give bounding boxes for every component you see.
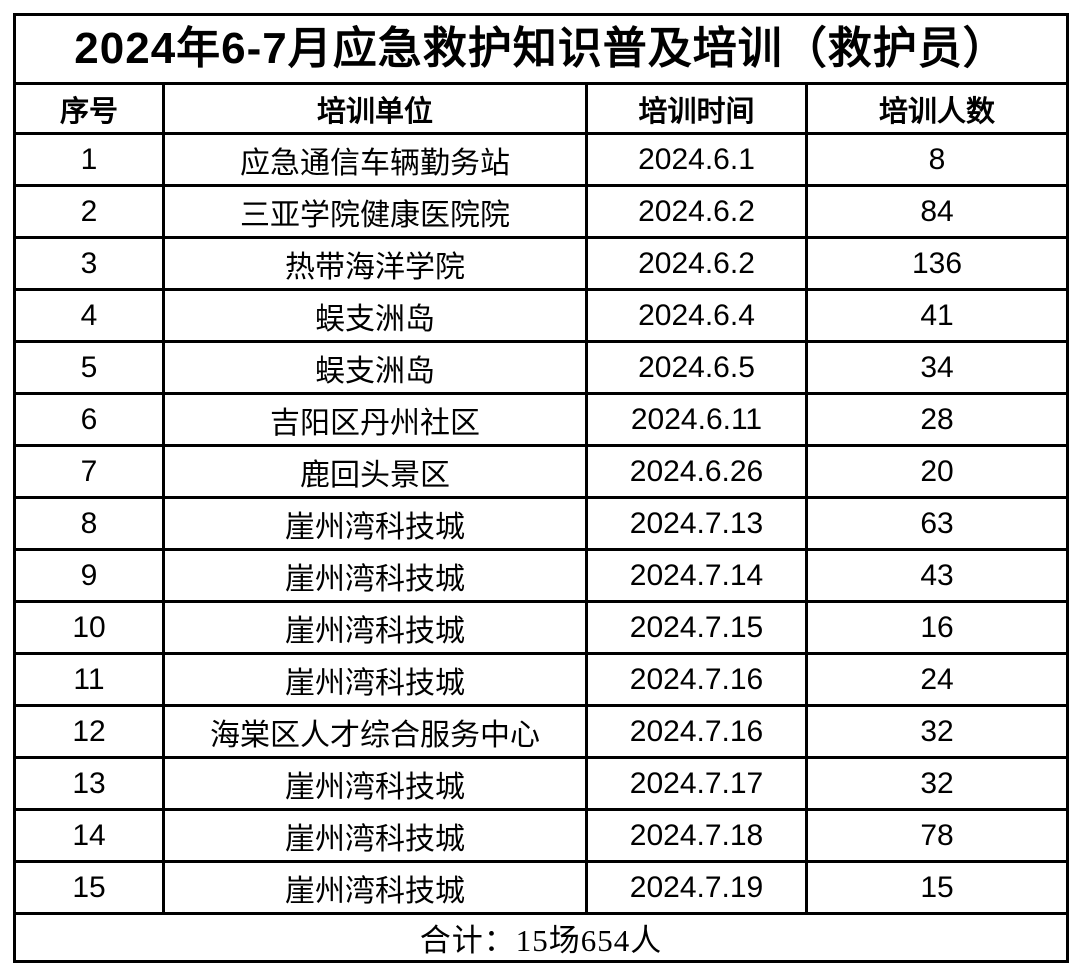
- cell-no: 2: [13, 184, 165, 239]
- cell-unit: 蜈支洲岛: [162, 340, 588, 395]
- table-footer-total: 合计：15场654人: [12, 912, 1070, 963]
- header-row: 序号 培训单位 培训时间 培训人数: [13, 82, 1070, 135]
- cell-unit: 海棠区人才综合服务中心: [162, 704, 588, 759]
- cell-date: 2024.6.1: [585, 132, 808, 187]
- cell-unit: 应急通信车辆勤务站: [162, 132, 588, 187]
- cell-no: 10: [13, 600, 165, 655]
- cell-date: 2024.6.11: [585, 392, 808, 447]
- table-row: 13 崖州湾科技城 2024.7.17 32: [13, 756, 1070, 811]
- table-row: 5 蜈支洲岛 2024.6.5 34: [13, 340, 1070, 395]
- cell-count: 32: [804, 756, 1070, 811]
- table-row: 12 海棠区人才综合服务中心 2024.7.16 32: [13, 704, 1070, 759]
- cell-date: 2024.7.19: [585, 860, 808, 915]
- cell-unit: 鹿回头景区: [162, 444, 588, 499]
- column-header-date: 培训时间: [585, 82, 808, 135]
- cell-count: 20: [804, 444, 1070, 499]
- cell-date: 2024.7.13: [585, 496, 808, 551]
- cell-date: 2024.6.4: [585, 288, 808, 343]
- cell-no: 5: [13, 340, 165, 395]
- cell-unit: 热带海洋学院: [162, 236, 588, 291]
- cell-count: 84: [804, 184, 1070, 239]
- cell-unit: 崖州湾科技城: [162, 600, 588, 655]
- column-header-unit: 培训单位: [162, 82, 588, 135]
- cell-count: 63: [804, 496, 1070, 551]
- table-row: 6 吉阳区丹州社区 2024.6.11 28: [13, 392, 1070, 447]
- cell-date: 2024.7.18: [585, 808, 808, 863]
- title-row: 2024年6-7月应急救护知识普及培训（救护员）: [12, 13, 1070, 85]
- cell-date: 2024.7.15: [585, 600, 808, 655]
- cell-count: 43: [804, 548, 1070, 603]
- table-row: 10 崖州湾科技城 2024.7.15 16: [13, 600, 1070, 655]
- cell-count: 16: [804, 600, 1070, 655]
- cell-no: 8: [13, 496, 165, 551]
- cell-no: 9: [13, 548, 165, 603]
- footer-row: 合计：15场654人: [12, 912, 1070, 963]
- table-row: 4 蜈支洲岛 2024.6.4 41: [13, 288, 1070, 343]
- table-row: 8 崖州湾科技城 2024.7.13 63: [13, 496, 1070, 551]
- table-row: 14 崖州湾科技城 2024.7.18 78: [13, 808, 1070, 863]
- cell-no: 7: [13, 444, 165, 499]
- table-row: 15 崖州湾科技城 2024.7.19 15: [13, 860, 1070, 915]
- cell-date: 2024.6.26: [585, 444, 808, 499]
- cell-count: 78: [804, 808, 1070, 863]
- cell-unit: 吉阳区丹州社区: [162, 392, 588, 447]
- cell-unit: 崖州湾科技城: [162, 548, 588, 603]
- table-row: 7 鹿回头景区 2024.6.26 20: [13, 444, 1070, 499]
- cell-count: 15: [804, 860, 1070, 915]
- cell-date: 2024.6.5: [585, 340, 808, 395]
- cell-no: 3: [13, 236, 165, 291]
- cell-no: 14: [13, 808, 165, 863]
- table-row: 1 应急通信车辆勤务站 2024.6.1 8: [13, 132, 1070, 187]
- cell-date: 2024.7.16: [585, 704, 808, 759]
- cell-date: 2024.7.16: [585, 652, 808, 707]
- cell-unit: 崖州湾科技城: [162, 496, 588, 551]
- column-header-count: 培训人数: [804, 82, 1070, 135]
- cell-count: 8: [804, 132, 1070, 187]
- training-table: 2024年6-7月应急救护知识普及培训（救护员） 序号 培训单位 培训时间 培训…: [12, 13, 1070, 963]
- table-title: 2024年6-7月应急救护知识普及培训（救护员）: [12, 13, 1070, 85]
- cell-date: 2024.6.2: [585, 236, 808, 291]
- cell-count: 28: [804, 392, 1070, 447]
- cell-unit: 崖州湾科技城: [162, 652, 588, 707]
- cell-count: 34: [804, 340, 1070, 395]
- column-header-no: 序号: [13, 82, 165, 135]
- cell-count: 24: [804, 652, 1070, 707]
- cell-no: 1: [13, 132, 165, 187]
- table-row: 3 热带海洋学院 2024.6.2 136: [13, 236, 1070, 291]
- cell-unit: 蜈支洲岛: [162, 288, 588, 343]
- cell-unit: 崖州湾科技城: [162, 756, 588, 811]
- cell-no: 15: [13, 860, 165, 915]
- cell-unit: 三亚学院健康医院院: [162, 184, 588, 239]
- cell-date: 2024.7.14: [585, 548, 808, 603]
- cell-count: 136: [804, 236, 1070, 291]
- cell-unit: 崖州湾科技城: [162, 808, 588, 863]
- cell-unit: 崖州湾科技城: [162, 860, 588, 915]
- table-row: 2 三亚学院健康医院院 2024.6.2 84: [13, 184, 1070, 239]
- cell-no: 12: [13, 704, 165, 759]
- cell-no: 13: [13, 756, 165, 811]
- cell-no: 6: [13, 392, 165, 447]
- cell-date: 2024.6.2: [585, 184, 808, 239]
- cell-no: 11: [13, 652, 165, 707]
- table-row: 9 崖州湾科技城 2024.7.14 43: [13, 548, 1070, 603]
- cell-count: 41: [804, 288, 1070, 343]
- table-row: 11 崖州湾科技城 2024.7.16 24: [13, 652, 1070, 707]
- cell-count: 32: [804, 704, 1070, 759]
- cell-no: 4: [13, 288, 165, 343]
- cell-date: 2024.7.17: [585, 756, 808, 811]
